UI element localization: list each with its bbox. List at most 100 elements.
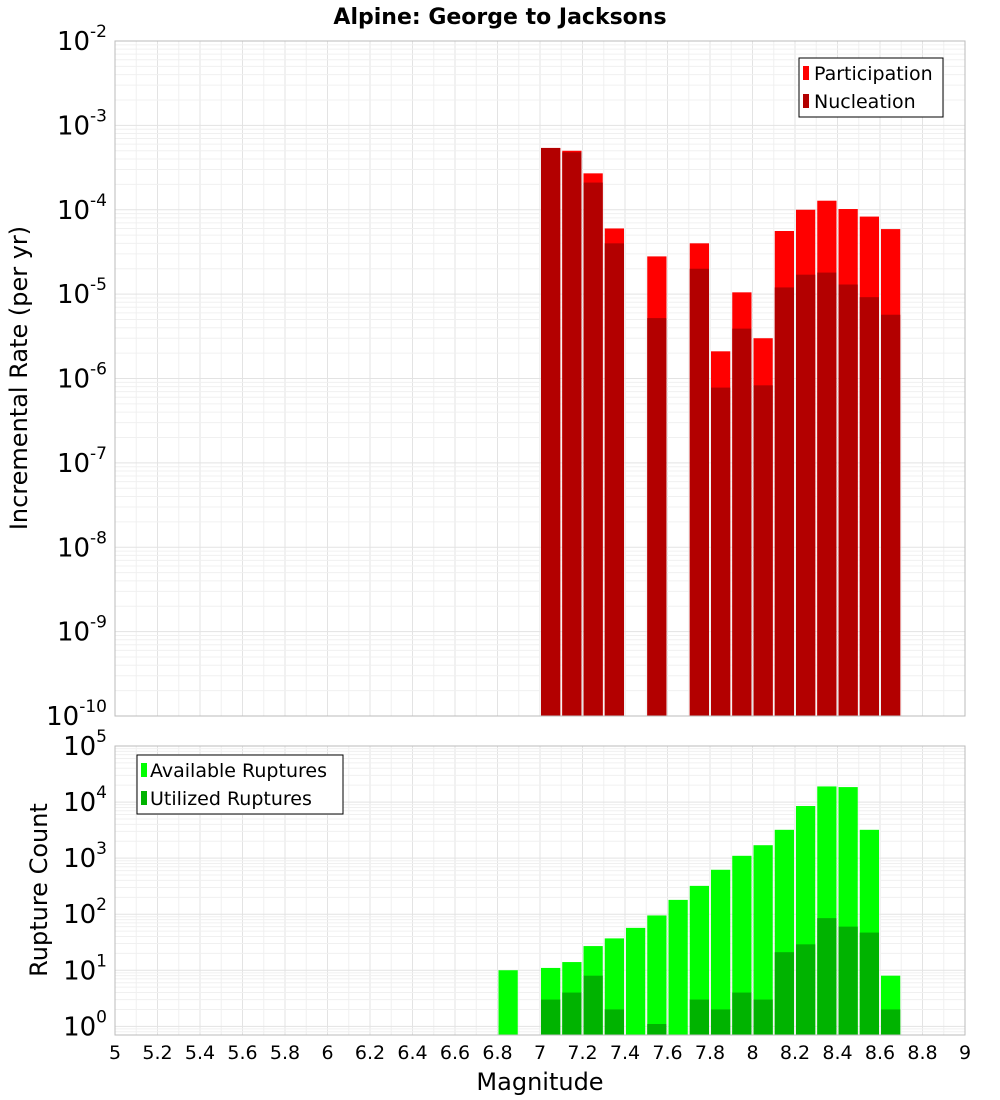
counts-bar-available-ruptures — [753, 845, 773, 1035]
counts-y-axis-label: Rupture Count — [25, 803, 53, 977]
x-tick-label: 5.4 — [185, 1042, 215, 1064]
x-tick-label: 6.4 — [397, 1042, 427, 1064]
rates-y-tick-exponent: -7 — [90, 444, 107, 464]
rates-y-tick-label: 10-9 — [57, 613, 107, 648]
rates-bar-nucleation — [774, 287, 794, 716]
rates-y-tick-base: 10 — [57, 111, 90, 141]
counts-y-tick-base: 10 — [63, 844, 96, 874]
x-tick-label: 6.8 — [482, 1042, 512, 1064]
counts-bar-utilized-ruptures — [732, 992, 752, 1035]
rates-y-tick-exponent: -4 — [90, 191, 107, 211]
legend-label-participation: Participation — [814, 63, 933, 85]
rates-y-tick-label: 10-7 — [57, 444, 107, 479]
rates-bar-nucleation — [796, 274, 816, 716]
counts-bar-utilized-ruptures — [859, 932, 879, 1035]
rates-y-tick-label: 10-10 — [46, 697, 107, 732]
counts-bars — [498, 786, 901, 1035]
x-tick-label: 7.2 — [567, 1042, 597, 1064]
counts-y-tick-label: 102 — [63, 895, 107, 930]
counts-bar-utilized-ruptures — [689, 999, 709, 1035]
rates-y-tick-exponent: -6 — [90, 360, 107, 380]
x-tick-label: 6 — [321, 1042, 333, 1064]
rates-bar-nucleation — [732, 328, 752, 716]
rates-y-tick-base: 10 — [57, 280, 90, 310]
counts-y-tick-exponent: 0 — [96, 1007, 107, 1027]
counts-bar-available-ruptures — [711, 869, 731, 1035]
counts-plot-frame — [114, 745, 966, 1036]
rates-y-tick-base: 10 — [57, 27, 90, 57]
rates-legend: Participation Nucleation — [798, 57, 944, 118]
rates-bar-nucleation — [604, 243, 624, 717]
rates-bar-nucleation — [647, 318, 667, 716]
counts-bar-available-ruptures — [498, 970, 518, 1035]
rates-bar-nucleation — [817, 272, 837, 716]
counts-bar-utilized-ruptures — [604, 1009, 624, 1035]
rates-y-tick-base: 10 — [57, 449, 90, 479]
counts-y-tick-base: 10 — [63, 956, 96, 986]
counts-bar-available-ruptures — [626, 927, 646, 1035]
legend-swatch-available — [141, 763, 147, 777]
rates-y-tick-base: 10 — [46, 702, 79, 732]
rates-y-tick-exponent: -5 — [90, 275, 107, 295]
x-tick-label: 6.6 — [440, 1042, 470, 1064]
counts-y-tick-base: 10 — [63, 732, 96, 762]
rates-y-tick-base: 10 — [57, 196, 90, 226]
rates-grid — [114, 40, 966, 717]
rates-bar-nucleation — [711, 387, 731, 716]
rates-y-tick-label: 10-5 — [57, 275, 107, 310]
legend-label-nucleation: Nucleation — [814, 91, 916, 113]
rates-bar-nucleation — [881, 314, 901, 716]
x-tick-label: 7.4 — [610, 1042, 640, 1064]
x-tick-label: 8.2 — [780, 1042, 810, 1064]
counts-y-tick-exponent: 3 — [96, 839, 107, 859]
counts-bar-utilized-ruptures — [796, 944, 816, 1035]
x-tick-label: 8.8 — [907, 1042, 937, 1064]
counts-y-tick-exponent: 4 — [96, 783, 107, 803]
rates-y-tick-label: 10-2 — [57, 22, 107, 57]
rates-y-axis-label: Incremental Rate (per yr) — [5, 226, 33, 530]
x-tick-label: 7 — [534, 1042, 546, 1064]
counts-bar-utilized-ruptures — [541, 999, 561, 1035]
x-tick-label: 5.2 — [142, 1042, 172, 1064]
counts-bar-utilized-ruptures — [817, 918, 837, 1035]
counts-bar-available-ruptures — [647, 915, 667, 1035]
counts-y-tick-base: 10 — [63, 788, 96, 818]
counts-bar-utilized-ruptures — [881, 1009, 901, 1035]
rates-y-tick-exponent: -8 — [90, 528, 107, 548]
rates-bar-nucleation — [838, 284, 858, 716]
x-tick-label: 8.4 — [822, 1042, 852, 1064]
counts-y-tick-base: 10 — [63, 1012, 96, 1042]
rates-y-tick-label: 10-6 — [57, 360, 107, 395]
rates-bar-nucleation — [541, 147, 561, 716]
x-axis-label: Magnitude — [476, 1068, 603, 1096]
counts-y-tick-exponent: 5 — [96, 727, 107, 747]
counts-y-tick-exponent: 1 — [96, 951, 107, 971]
counts-legend-box — [136, 754, 344, 815]
rates-legend-box — [798, 57, 944, 118]
legend-swatch-participation — [803, 66, 809, 80]
x-tick-label: 8.6 — [865, 1042, 895, 1064]
counts-bar-available-ruptures — [689, 885, 709, 1035]
rates-y-tick-exponent: -9 — [90, 613, 107, 633]
counts-bar-utilized-ruptures — [647, 1023, 667, 1035]
x-tick-label: 6.2 — [355, 1042, 385, 1064]
rates-y-tick-base: 10 — [57, 618, 90, 648]
x-tick-label: 5 — [109, 1042, 121, 1064]
counts-bar-available-ruptures — [668, 899, 688, 1035]
rates-y-tick-base: 10 — [57, 533, 90, 563]
rates-bar-nucleation — [859, 297, 879, 716]
counts-y-tick-label: 103 — [63, 839, 107, 874]
x-tick-label: 9 — [959, 1042, 971, 1064]
counts-y-tick-label: 101 — [63, 951, 107, 986]
counts-bar-available-ruptures — [732, 855, 752, 1035]
rates-y-tick-base: 10 — [57, 365, 90, 395]
chart-title: Alpine: George to Jacksons — [333, 5, 666, 30]
x-tick-label: 5.8 — [270, 1042, 300, 1064]
x-tick-label: 7.8 — [695, 1042, 725, 1064]
counts-legend: Available Ruptures Utilized Ruptures — [136, 754, 344, 815]
